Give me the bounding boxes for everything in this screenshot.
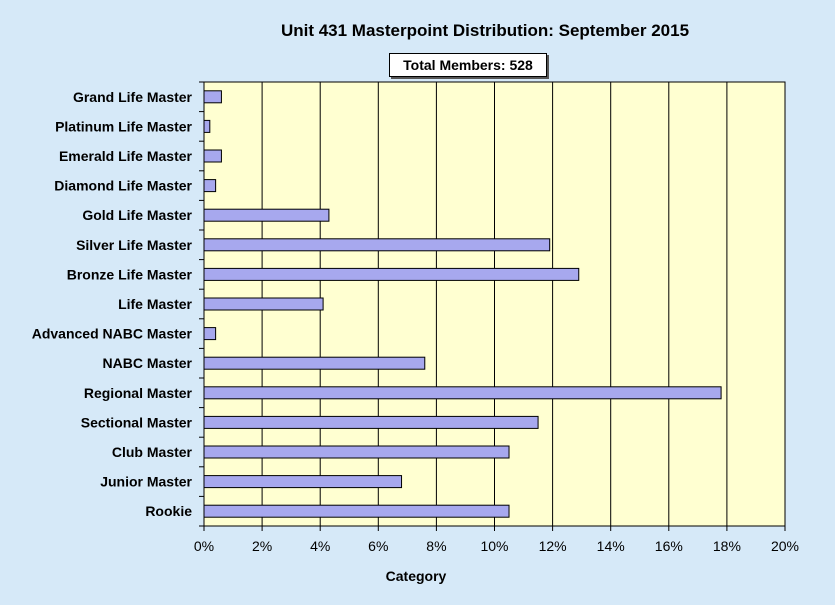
category-label: Bronze Life Master bbox=[67, 266, 193, 282]
category-label: Grand Life Master bbox=[73, 89, 193, 105]
x-tick-label: 10% bbox=[480, 538, 508, 554]
category-label: NABC Master bbox=[103, 355, 193, 371]
category-label: Emerald Life Master bbox=[59, 148, 193, 164]
category-label: Diamond Life Master bbox=[54, 178, 192, 194]
category-label: Junior Master bbox=[100, 474, 192, 490]
category-label: Silver Life Master bbox=[76, 237, 192, 253]
category-label: Advanced NABC Master bbox=[32, 326, 193, 342]
bar bbox=[203, 327, 217, 341]
bar bbox=[203, 504, 510, 518]
x-tick-label: 20% bbox=[771, 538, 799, 554]
bar bbox=[203, 297, 324, 311]
bar bbox=[203, 208, 330, 222]
x-axis-title: Category bbox=[385, 568, 447, 584]
bar bbox=[203, 179, 217, 193]
total-members-box: Total Members: 528 bbox=[389, 53, 547, 77]
bar bbox=[203, 475, 403, 489]
x-tick-label: 16% bbox=[655, 538, 683, 554]
bar bbox=[203, 90, 222, 104]
x-tick-label: 0% bbox=[194, 538, 214, 554]
category-labels: Grand Life Master Platinum Life Master Eme… bbox=[32, 89, 193, 519]
x-tick-label: 12% bbox=[539, 538, 567, 554]
x-tick-label: 8% bbox=[426, 538, 446, 554]
bar bbox=[203, 267, 580, 281]
category-label: Life Master bbox=[118, 296, 192, 312]
bars bbox=[203, 90, 722, 518]
x-tick-label: 2% bbox=[252, 538, 272, 554]
bar bbox=[203, 149, 222, 163]
category-label: Regional Master bbox=[84, 385, 193, 401]
bar bbox=[203, 356, 426, 370]
category-label: Sectional Master bbox=[81, 414, 193, 430]
bar bbox=[203, 386, 722, 400]
category-label: Club Master bbox=[112, 444, 193, 460]
chart-title: Unit 431 Masterpoint Distribution: Septe… bbox=[280, 21, 690, 40]
x-tick-label: 18% bbox=[713, 538, 741, 554]
category-label: Gold Life Master bbox=[82, 207, 192, 223]
x-tick-labels: 0% 2% 4% 6% 8% 10% 12% 14% 16% 18% 20% bbox=[194, 538, 799, 554]
bar bbox=[203, 445, 510, 459]
bar bbox=[203, 119, 211, 133]
x-tick-label: 6% bbox=[368, 538, 388, 554]
category-label: Platinum Life Master bbox=[55, 118, 192, 134]
category-label: Rookie bbox=[145, 503, 192, 519]
bar bbox=[203, 415, 539, 429]
x-tick-label: 14% bbox=[597, 538, 625, 554]
x-tick-label: 4% bbox=[310, 538, 330, 554]
bar bbox=[203, 238, 551, 252]
